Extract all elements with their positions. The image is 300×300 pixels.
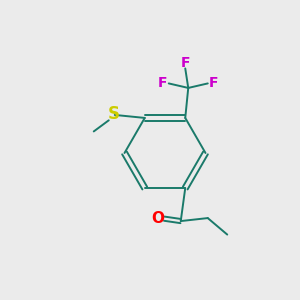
Text: F: F: [158, 76, 167, 90]
Text: F: F: [209, 76, 218, 90]
Text: S: S: [108, 105, 120, 123]
Text: O: O: [152, 211, 165, 226]
Text: F: F: [181, 56, 190, 70]
